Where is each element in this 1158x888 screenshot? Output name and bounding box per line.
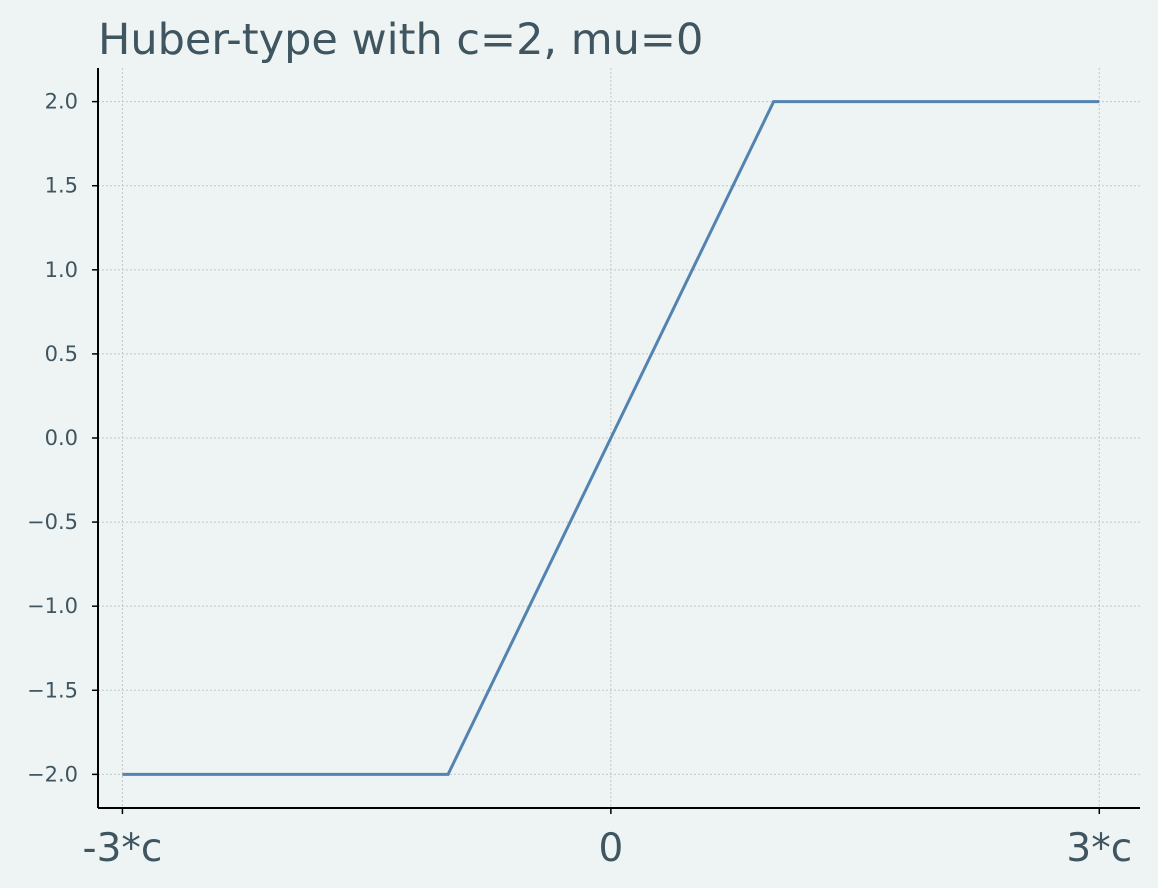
- y-tick-label: 1.0: [45, 258, 78, 282]
- y-tick-label: 0.5: [45, 342, 78, 366]
- y-tick-label: 2.0: [45, 90, 78, 114]
- x-tick-label: 0: [598, 826, 623, 871]
- x-tick-label: 3*c: [1066, 826, 1132, 871]
- y-tick-label: −2.0: [27, 762, 78, 786]
- x-axis-ticks: -3*c 0 3*c: [83, 808, 1132, 871]
- series-layer: [122, 100, 1100, 776]
- y-tick-label: 0.0: [45, 426, 78, 450]
- grid-layer: [98, 68, 1140, 808]
- chart-title: Huber-type with c=2, mu=0: [98, 15, 703, 65]
- x-tick-label: -3*c: [83, 826, 163, 871]
- y-tick-label: −1.0: [27, 594, 78, 618]
- series-line: [122, 100, 1100, 776]
- y-tick-label: −1.5: [27, 678, 78, 702]
- y-tick-label: −0.5: [27, 510, 78, 534]
- y-tick-label: 1.5: [45, 174, 78, 198]
- y-axis-ticks: 2.0 1.5 1.0 0.5 0.0 −0.5 −1.0 −1.5 −2.0: [27, 90, 98, 786]
